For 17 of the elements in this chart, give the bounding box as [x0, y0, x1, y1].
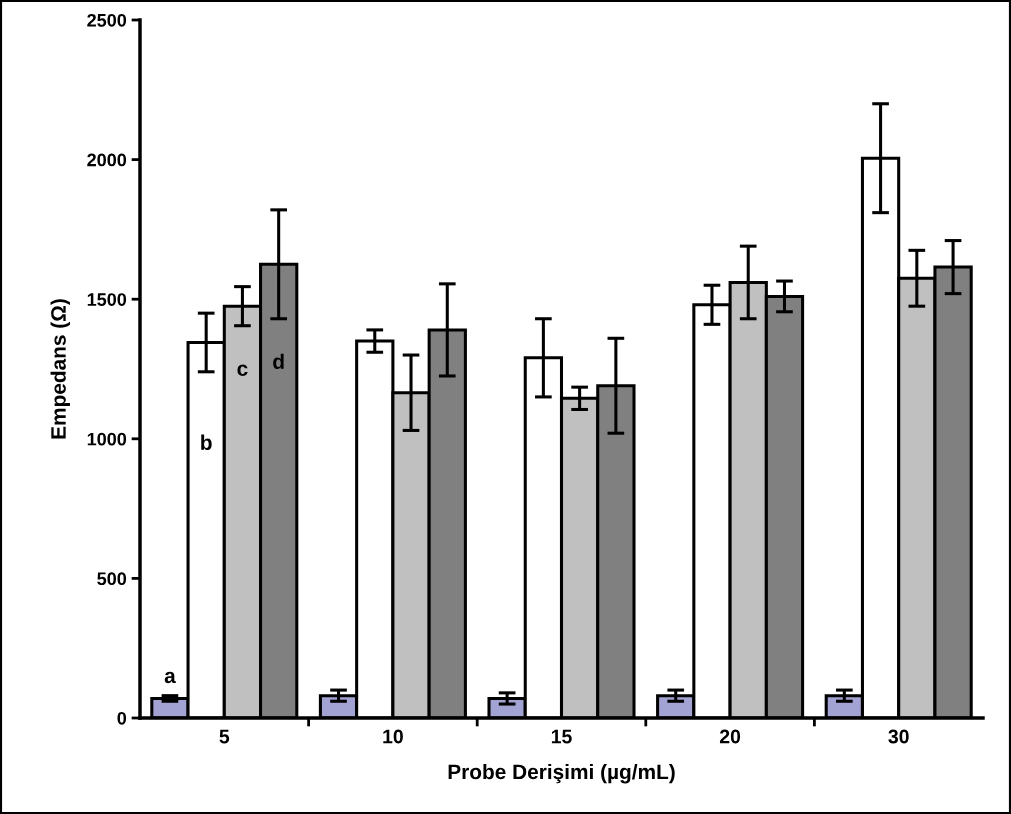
y-axis-title: Empedans (Ω) [50, 299, 70, 439]
x-tick-label: 10 [383, 729, 403, 744]
y-tick-label: 1000 [87, 432, 127, 446]
x-axis-title: Probe Derişimi (µg/mL) [448, 763, 675, 784]
y-tick-label: 0 [117, 711, 127, 725]
series-label: c [237, 364, 248, 376]
series-label: d [273, 353, 284, 369]
x-tick-label: 20 [719, 729, 741, 744]
y-tick-label: 500 [97, 572, 127, 586]
series-label: a [164, 671, 176, 684]
x-tick-label: 5 [219, 729, 230, 744]
y-tick-label: 2500 [87, 13, 127, 27]
x-tick-label: 15 [551, 729, 572, 744]
y-tick-label: 1500 [87, 293, 127, 306]
x-tick-label: 30 [888, 729, 909, 744]
series-label: b [201, 434, 212, 450]
y-tick-label: 2000 [87, 153, 127, 167]
